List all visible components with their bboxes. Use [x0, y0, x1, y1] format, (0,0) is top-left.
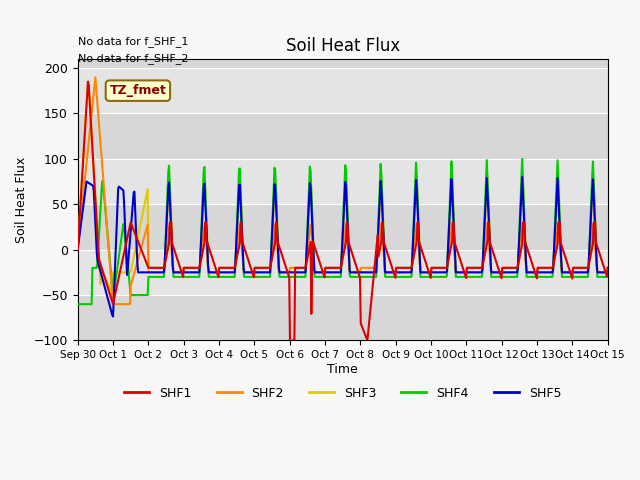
SHF1	[221, 265, 228, 271]
SHF1	[193, 265, 200, 271]
Bar	[77, 23, 608, 68]
Line: SHF4: SHF4	[77, 159, 608, 304]
SHF1	[424, 266, 431, 272]
SHF1	[408, 261, 416, 267]
Line: SHF3: SHF3	[77, 82, 608, 294]
SHF4	[83, 301, 91, 307]
SHF3	[193, 269, 201, 275]
Bar	[77, 204, 608, 250]
SHF2	[424, 269, 431, 275]
Title: Soil Heat Flux: Soil Heat Flux	[285, 36, 400, 55]
Bar	[77, 68, 608, 113]
SHF5	[139, 269, 147, 275]
SHF4	[407, 274, 415, 280]
SHF5	[193, 269, 200, 275]
SHF4	[518, 156, 526, 162]
Line: SHF1: SHF1	[77, 82, 608, 340]
SHF2	[92, 74, 99, 80]
SHF4	[192, 274, 200, 280]
SHF4	[74, 301, 81, 307]
SHF4	[422, 274, 430, 280]
SHF3	[74, 247, 81, 252]
SHF3	[84, 79, 92, 84]
SHF1	[74, 247, 81, 252]
SHF3	[108, 291, 116, 297]
SHF1	[604, 265, 612, 271]
SHF5	[74, 247, 81, 252]
SHF3	[140, 208, 147, 214]
SHF5	[83, 179, 91, 185]
Text: No data for f_SHF_2: No data for f_SHF_2	[77, 53, 188, 64]
SHF5	[109, 313, 117, 319]
SHF1	[83, 91, 91, 96]
SHF3	[604, 269, 612, 275]
Bar	[77, 159, 608, 204]
SHF4	[604, 274, 612, 280]
SHF4	[220, 274, 227, 280]
Bar	[77, 295, 608, 340]
SHF2	[408, 258, 416, 264]
SHF3	[221, 269, 229, 275]
SHF3	[424, 269, 431, 275]
SHF2	[604, 265, 612, 271]
SHF4	[138, 292, 146, 298]
SHF2	[109, 301, 117, 307]
X-axis label: Time: Time	[327, 363, 358, 376]
Legend: SHF1, SHF2, SHF3, SHF4, SHF5: SHF1, SHF2, SHF3, SHF4, SHF5	[119, 382, 566, 405]
SHF3	[83, 91, 91, 96]
SHF1	[286, 337, 294, 343]
Bar	[77, 250, 608, 295]
Text: TZ_fmet: TZ_fmet	[109, 84, 166, 97]
SHF1	[139, 250, 147, 256]
Line: SHF5: SHF5	[77, 177, 608, 316]
SHF2	[140, 238, 147, 243]
SHF5	[604, 269, 612, 275]
SHF5	[518, 174, 526, 180]
SHF5	[408, 269, 415, 275]
SHF5	[221, 269, 228, 275]
Line: SHF2: SHF2	[77, 77, 608, 304]
Text: No data for f_SHF_1: No data for f_SHF_1	[77, 36, 188, 48]
SHF2	[83, 153, 91, 159]
SHF2	[221, 265, 229, 271]
SHF5	[423, 269, 431, 275]
SHF2	[74, 247, 81, 252]
SHF3	[408, 256, 416, 262]
SHF1	[84, 79, 92, 84]
Y-axis label: Soil Heat Flux: Soil Heat Flux	[15, 156, 28, 243]
SHF2	[193, 265, 201, 271]
Bar	[77, 113, 608, 159]
